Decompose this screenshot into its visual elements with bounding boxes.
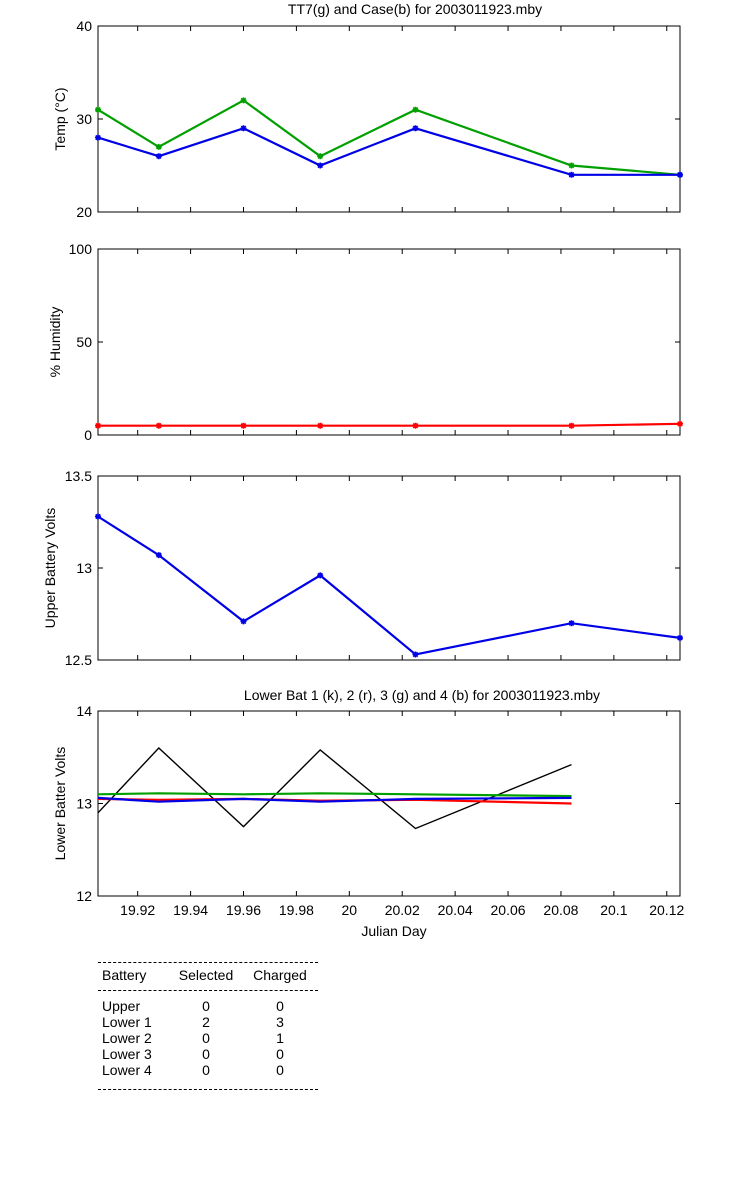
battery-status-table: Battery Selected Charged Upper 0 0 Lower… [98, 962, 318, 1090]
y-tick-label: 13 [76, 796, 92, 812]
data-point-marker [412, 422, 419, 429]
row-charged-count: 1 [276, 1030, 284, 1046]
y-tick-label: 0 [84, 427, 92, 443]
x-tick-label: 20.08 [543, 902, 578, 918]
chart-panel-1 [95, 25, 683, 213]
data-point-marker [240, 125, 247, 132]
data-point-marker [412, 125, 419, 132]
x-tick-label: 20.06 [491, 902, 526, 918]
data-point-marker [240, 422, 247, 429]
data-point-marker [412, 651, 419, 658]
table-header-rule [98, 990, 318, 991]
y-axis-label: Lower Batter Volts [52, 747, 68, 861]
table-row: Upper 0 0 [98, 998, 318, 1014]
plot-frame [97, 25, 681, 213]
y-axis-label: Temp (°C) [52, 87, 68, 150]
chart-title: TT7(g) and Case(b) for 2003011923.mby [288, 1, 542, 17]
y-tick-label: 50 [76, 334, 92, 350]
data-point-marker [95, 134, 101, 141]
data-point-marker [317, 162, 324, 169]
data-point-marker [317, 572, 324, 579]
data-point-marker [155, 143, 162, 150]
data-point-marker [155, 153, 162, 160]
plot-frame [97, 710, 681, 897]
row-selected-count: 0 [202, 1046, 210, 1062]
y-tick-label: 20 [76, 204, 92, 220]
y-axis-label: % Humidity [47, 307, 63, 378]
data-point-marker [568, 422, 575, 429]
row-charged-count: 0 [276, 1046, 284, 1062]
x-tick-label: 19.94 [173, 902, 208, 918]
table-bottom-rule [98, 1089, 318, 1090]
y-tick-label: 30 [76, 111, 92, 127]
header-charged: Charged [253, 967, 307, 983]
y-tick-label: 40 [76, 18, 92, 34]
data-point-marker [95, 106, 101, 113]
data-point-marker [155, 552, 162, 559]
data-point-marker [95, 422, 101, 429]
data-point-marker [317, 422, 324, 429]
data-point-marker [677, 171, 683, 178]
plot-frame [97, 248, 681, 436]
x-tick-label: 20.1 [600, 902, 627, 918]
series-line-1 [97, 747, 572, 830]
row-battery-name: Lower 1 [102, 1014, 152, 1030]
x-tick-label: 20.12 [649, 902, 684, 918]
data-point-marker [95, 513, 101, 520]
chart-panel-4 [97, 710, 681, 897]
data-point-marker [677, 420, 683, 427]
row-selected-count: 2 [202, 1014, 210, 1030]
data-point-marker [240, 618, 247, 625]
table-header-row: Battery Selected Charged [98, 967, 318, 983]
series-line-1 [98, 422, 681, 427]
y-tick-label: 13 [76, 560, 92, 576]
series-line-1 [97, 515, 681, 656]
data-point-marker [677, 634, 683, 641]
data-point-marker [155, 422, 162, 429]
row-battery-name: Upper [102, 998, 141, 1014]
row-selected-count: 0 [202, 1062, 210, 1078]
row-battery-name: Lower 2 [102, 1030, 152, 1046]
header-selected: Selected [178, 967, 234, 983]
table-top-rule [98, 962, 318, 963]
y-tick-label: 14 [76, 703, 92, 719]
x-tick-label: 19.98 [279, 902, 314, 918]
data-point-marker [317, 153, 324, 160]
chart-panel-2 [95, 248, 683, 436]
chart-panel-3 [95, 475, 683, 661]
row-selected-count: 0 [202, 998, 210, 1014]
x-tick-label: 20.02 [385, 902, 420, 918]
data-point-marker [568, 620, 575, 627]
series-line-4 [97, 796, 572, 803]
data-point-marker [240, 97, 247, 104]
data-point-marker [568, 171, 575, 178]
y-tick-label: 12.5 [65, 652, 92, 668]
x-tick-label: 19.92 [120, 902, 155, 918]
row-charged-count: 0 [276, 1062, 284, 1078]
row-battery-name: Lower 4 [102, 1062, 152, 1078]
row-selected-count: 0 [202, 1030, 210, 1046]
y-tick-label: 12 [76, 888, 92, 904]
data-point-marker [568, 162, 575, 169]
data-point-marker [412, 106, 419, 113]
table-row: Lower 1 2 3 [98, 1014, 318, 1030]
series-line-3 [97, 792, 572, 798]
x-tick-label: 20 [342, 902, 358, 918]
chart-figure: 20 30 40 TT7(g) and Case(b) for 2003011923.… [42, 1, 684, 939]
x-tick-label: 20.04 [438, 902, 473, 918]
table-body: Upper 0 0 Lower 1 2 3 Lower 2 0 1 Lower … [98, 998, 318, 1078]
table-row: Lower 2 0 1 [98, 1030, 318, 1046]
row-charged-count: 3 [276, 1014, 284, 1030]
table-row: Lower 4 0 0 [98, 1062, 318, 1078]
x-axis-label: Julian Day [361, 923, 426, 939]
y-axis-label: Upper Battery Volts [42, 508, 58, 629]
table-row: Lower 3 0 0 [98, 1046, 318, 1062]
row-battery-name: Lower 3 [102, 1046, 152, 1062]
y-tick-label: 13.5 [65, 468, 92, 484]
chart-title: Lower Bat 1 (k), 2 (r), 3 (g) and 4 (b) … [244, 687, 600, 703]
header-battery: Battery [102, 967, 147, 983]
row-charged-count: 0 [276, 998, 284, 1014]
x-tick-label: 19.96 [226, 902, 261, 918]
y-tick-label: 100 [69, 241, 93, 257]
